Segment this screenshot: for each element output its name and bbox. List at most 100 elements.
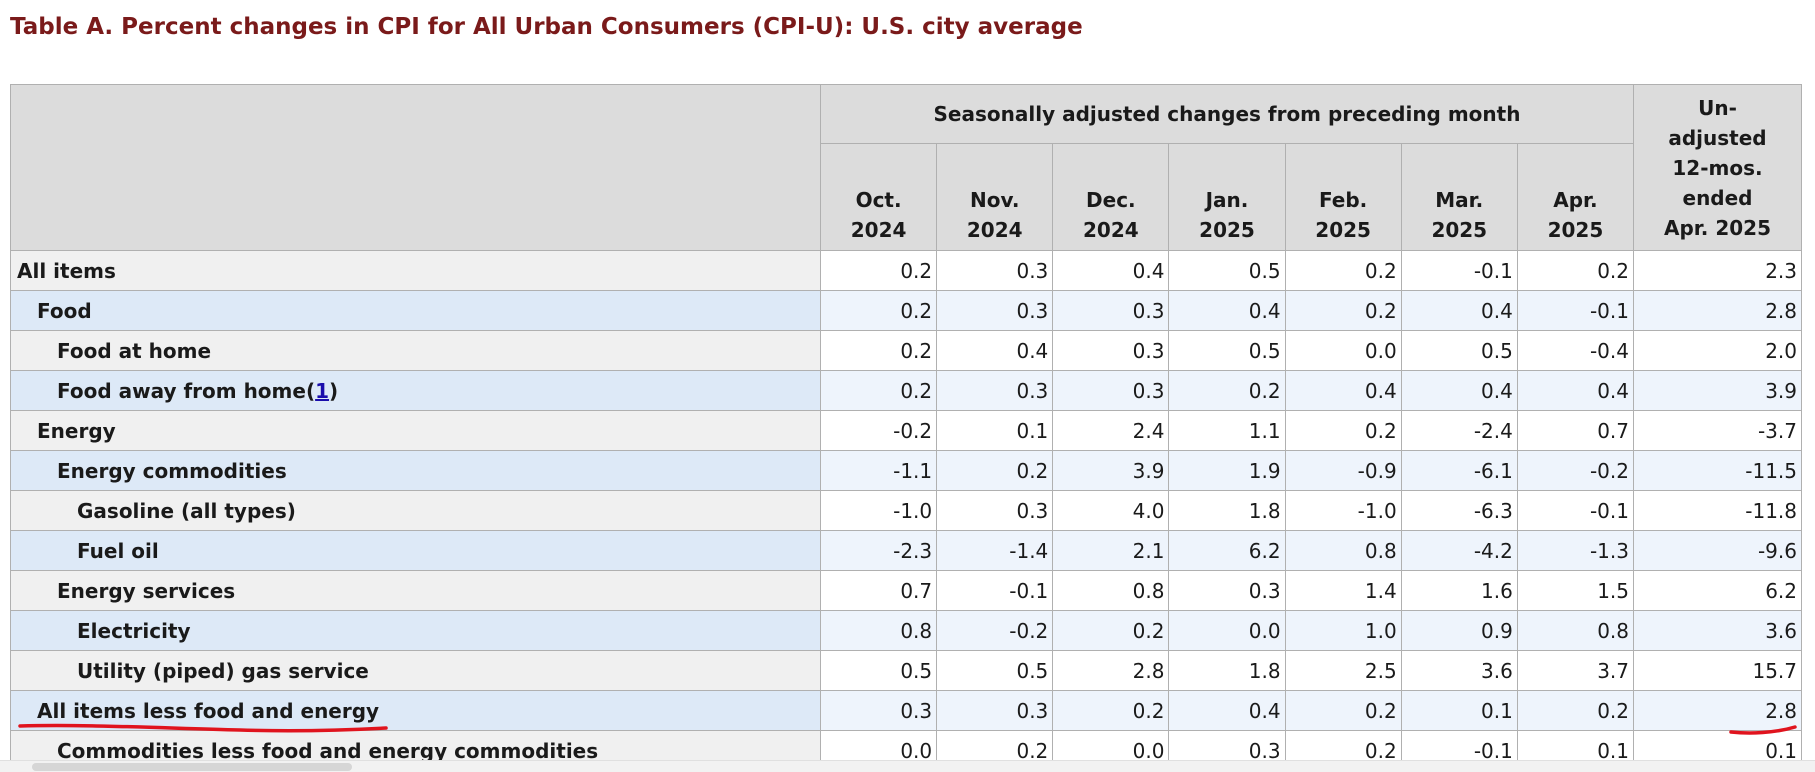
value-cell: 0.5 [819,650,938,691]
value-cell: 0.2 [1516,250,1635,291]
value-cell: -0.1 [1400,250,1518,291]
value-cell: 0.2 [936,450,1054,491]
value-cell: 0.4 [1400,370,1518,411]
row-label: All items [17,258,116,283]
row-label-cell: Gasoline (all types) [10,490,821,531]
value-cell: -0.2 [936,610,1054,651]
value-cell: 0.7 [1516,410,1635,451]
row-label: Energy services [57,578,236,603]
table-row: Energy services 0.7 -0.1 0.8 0.3 1.4 1.6 1.5 6.2 [10,570,1802,611]
value-cell: 0.0 [1168,610,1286,651]
unadjusted-header-line: Apr. 2025 [1663,215,1772,240]
month-header-month: Dec. [1086,188,1136,212]
value-cell: 0.8 [1052,570,1170,611]
table-row: Gasoline (all types) -1.0 0.3 4.0 1.8 -1.0 -6.… [10,490,1802,531]
value-cell: 6.2 [1168,530,1286,571]
row-label-cell: All items less food and energy [10,690,821,731]
month-header: Dec. 2024 [1052,143,1170,251]
unadjusted-header-line: ended [1682,185,1753,210]
month-header-year: 2024 [850,218,907,242]
value-cell: 0.2 [1284,290,1402,331]
value-cell: 0.2 [1168,370,1286,411]
scrollbar-thumb[interactable] [32,763,352,771]
unadjusted-value-cell: 15.7 [1633,650,1802,691]
value-cell: 0.5 [1168,250,1286,291]
value-cell: 0.4 [1052,250,1170,291]
value-cell: 0.3 [936,250,1054,291]
table-header: Seasonally adjusted changes from precedi… [10,84,1802,251]
table-title: Table A. Percent changes in CPI for All … [10,14,1083,40]
row-label: Fuel oil [77,538,159,563]
value-cell: -1.3 [1516,530,1635,571]
unadjusted-value-cell: -11.5 [1633,450,1802,491]
table-row: Energy commodities -1.1 0.2 3.9 1.9 -0.9 -6.1-… [10,450,1802,491]
value-cell: 0.8 [819,610,938,651]
value-cell: 0.5 [1400,330,1518,371]
value-cell: 0.5 [1168,330,1286,371]
value-cell: 1.6 [1400,570,1518,611]
value-cell: 4.0 [1052,490,1170,531]
value-cell: 0.8 [1516,610,1635,651]
value-cell: 0.4 [1400,290,1518,331]
month-header: Oct. 2024 [819,143,938,251]
value-cell: 2.5 [1284,650,1402,691]
value-cell: 0.5 [936,650,1054,691]
value-cell: 0.0 [1284,330,1402,371]
unadjusted-header-line: 12-mos. [1672,155,1763,180]
value-cell: 1.8 [1168,490,1286,531]
value-cell: 1.5 [1516,570,1635,611]
value-cell: 0.2 [819,290,938,331]
value-cell: 0.3 [936,690,1054,731]
unadjusted-header: Un- adjusted 12-mos. ended Apr. 2025 [1633,84,1802,251]
value-cell: -0.2 [819,410,938,451]
value-cell: 0.7 [819,570,938,611]
month-header-month: Feb. [1318,188,1368,212]
group-header: Seasonally adjusted changes from precedi… [820,84,1634,144]
month-header-year: 2024 [966,218,1023,242]
value-cell: -0.1 [1516,490,1635,531]
row-label-cell: Electricity [10,610,821,651]
month-header-year: 2025 [1547,218,1604,242]
horizontal-scrollbar[interactable] [0,760,1815,772]
value-cell: -0.1 [936,570,1054,611]
value-cell: 0.2 [819,250,938,291]
month-header-month: Oct. [855,188,902,212]
table-row: Energy -0.2 0.1 2.4 1.1 0.2 -2.4 0.7 -3.7 [10,410,1802,451]
table-body: All items 0.2 0.3 0.4 0.5 0.2 -0.1 0.2 2.3 Food 0.… [10,250,1802,771]
value-cell: 0.3 [936,290,1054,331]
row-label-cell: Food [10,290,821,331]
value-cell: -6.3 [1400,490,1518,531]
row-label-cell: All items [10,250,821,291]
unadjusted-value-cell: 2.3 [1633,250,1802,291]
footnote-link[interactable]: 1 [315,378,330,403]
value-cell: 0.4 [936,330,1054,371]
table-row: All items less food and energy 0.3 0.3 0.2 0… [10,690,1802,731]
value-cell: 0.4 [1516,370,1635,411]
value-cell: 0.2 [1284,250,1402,291]
value-cell: 0.1 [1400,690,1518,731]
month-header-year: 2025 [1315,218,1371,242]
value-cell: 1.4 [1284,570,1402,611]
value-cell: -2.3 [819,530,938,571]
value-cell: 3.9 [1052,450,1170,491]
value-cell: -1.0 [819,490,938,531]
stub-header-cell [10,84,821,251]
value-cell: 0.3 [1052,370,1170,411]
value-cell: -0.4 [1516,330,1635,371]
value-cell: 0.2 [1516,690,1635,731]
value-cell: -0.1 [1516,290,1635,331]
month-header-year: 2024 [1083,218,1139,242]
unadjusted-value-cell: 3.6 [1633,610,1802,651]
table-row: Food away from home(1) 0.2 0.3 0.3 0.2 0.4 0.4… [10,370,1802,411]
row-label-cell: Energy [10,410,821,451]
row-label: Electricity [77,618,191,643]
value-cell: -0.2 [1516,450,1635,491]
row-label-cell: Food away from home(1) [10,370,821,411]
month-header: Mar. 2025 [1400,143,1518,251]
unadjusted-header-line: Un- [1698,95,1737,120]
table-row: Fuel oil -2.3 -1.4 2.1 6.2 0.8 -4.2 -1.3 -9.6 [10,530,1802,571]
value-cell: -1.1 [819,450,938,491]
value-cell: 3.6 [1400,650,1518,691]
cpi-table: Seasonally adjusted changes from precedi… [10,84,1802,771]
